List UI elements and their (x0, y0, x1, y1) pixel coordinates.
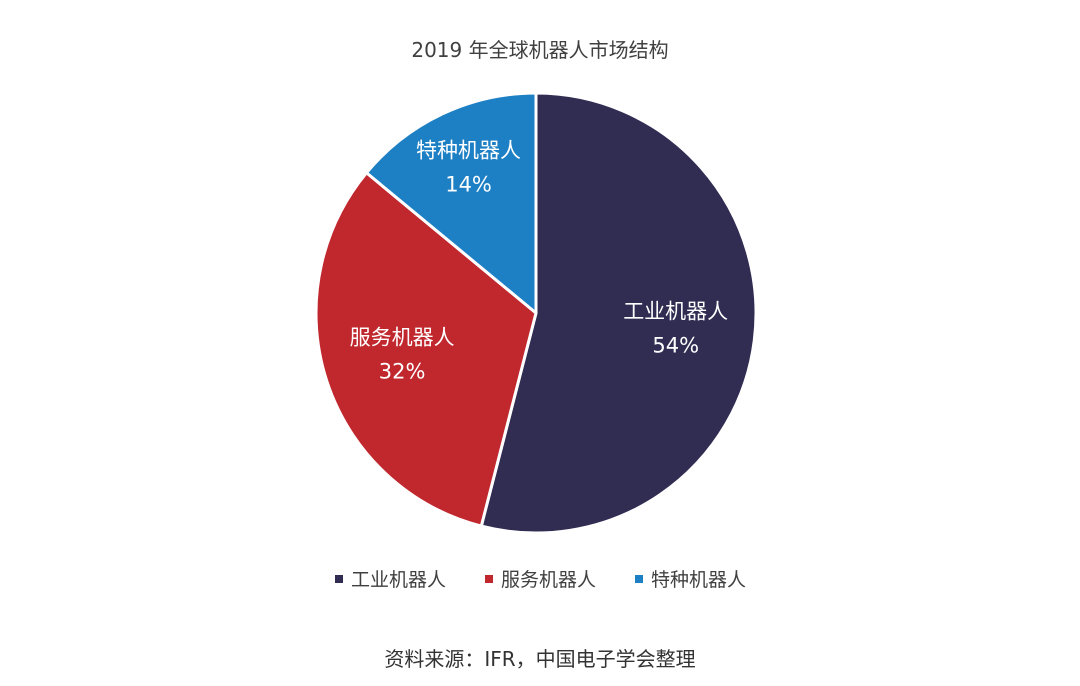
pie-slice-2 (314, 171, 538, 528)
pie-slice-3 (364, 91, 538, 315)
slice-label-2: 服务机器人 (350, 326, 455, 350)
legend-label-3: 特种机器人 (651, 569, 746, 591)
slice-label-3: 特种机器人 (416, 139, 521, 163)
slice-value-2: 32% (379, 360, 426, 384)
source-note: 资料来源：IFR，中国电子学会整理 (384, 647, 695, 671)
legend-label-2: 服务机器人 (501, 569, 596, 591)
slice-value-3: 14% (445, 173, 492, 197)
slice-value-1: 54% (652, 334, 699, 358)
pie-slice-1 (479, 91, 758, 535)
legend-swatch-2 (485, 575, 493, 583)
chart-title: 2019 年全球机器人市场结构 (411, 38, 668, 62)
legend-label-1: 工业机器人 (351, 569, 446, 591)
slice-labels: 工业机器人 54% 服务机器人 32% 特种机器人 14% (350, 139, 729, 384)
slice-label-1: 工业机器人 (623, 300, 728, 324)
legend-swatch-1 (335, 575, 343, 583)
legend: 工业机器人 服务机器人 特种机器人 (335, 569, 746, 591)
pie-slices (314, 91, 758, 535)
legend-swatch-3 (635, 575, 643, 583)
